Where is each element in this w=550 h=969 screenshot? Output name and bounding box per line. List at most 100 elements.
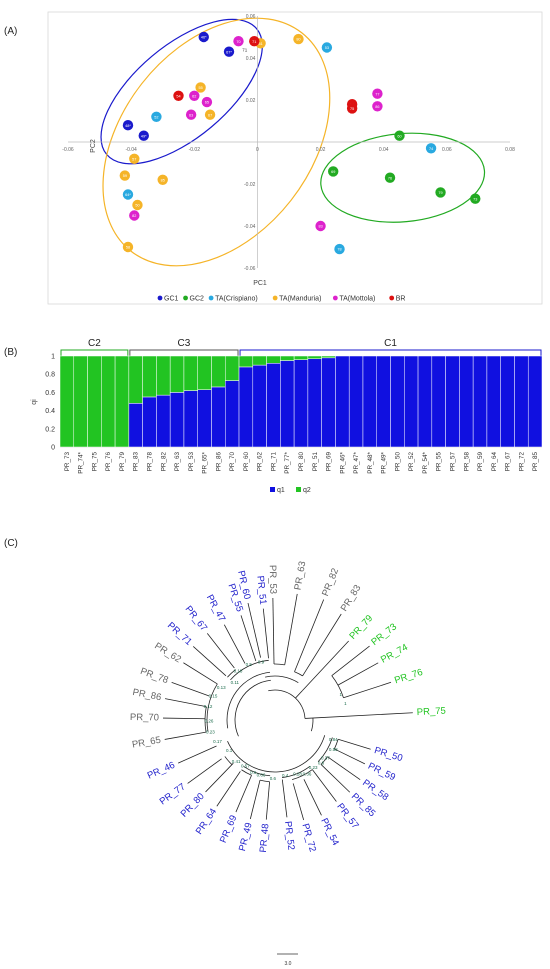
tree-leaf-label: PR_69 xyxy=(218,814,239,845)
bar-segment-q1 xyxy=(280,360,295,448)
pca-point-label: 60 xyxy=(397,134,401,138)
bar-category-label: PR_47* xyxy=(353,451,360,473)
tree-leaf-label: PR_47 xyxy=(204,593,227,624)
bar-segment-q2 xyxy=(211,355,226,388)
tree-support-value: 0.36 xyxy=(303,771,312,776)
tree-support-value: 0.23 xyxy=(206,730,215,735)
tree-leaf-label: PR_82 xyxy=(320,567,341,598)
tree-branch-line xyxy=(281,779,288,818)
pca-point-label: 59 xyxy=(123,174,127,178)
tree-support-value: 0.4 xyxy=(282,773,289,778)
tree-branch-line xyxy=(163,717,206,720)
pca-x-tick-label: -0.06 xyxy=(62,147,74,153)
tree-leaf-label: PR_77 xyxy=(158,781,188,807)
pca-point xyxy=(132,199,143,211)
pca-point xyxy=(129,210,140,221)
bar-category-label: PR_64 xyxy=(491,452,498,472)
tree-branch-line xyxy=(262,608,269,659)
tree-branch-line xyxy=(187,758,222,784)
cluster-bracket xyxy=(129,349,239,356)
tree-support-values: 0.840.580.370.60.230.360.280.40.60.660.6… xyxy=(204,660,348,781)
bar-category-label: PR_72 xyxy=(518,452,525,472)
pca-point xyxy=(315,220,326,232)
bar-segment-q2 xyxy=(238,355,254,368)
pca-point xyxy=(223,46,235,57)
pca-point xyxy=(293,33,304,45)
pca-x-tick-label: 0.08 xyxy=(505,147,515,153)
pca-point-label: 49* xyxy=(141,134,147,138)
pca-legend-marker xyxy=(183,295,188,301)
cluster-bracket xyxy=(60,349,129,356)
bar-segment-q2 xyxy=(252,355,267,366)
panel-label-c: (C) xyxy=(4,538,18,549)
bar-segment-q1 xyxy=(225,380,240,448)
bar-y-tick-label: 0.2 xyxy=(45,426,55,433)
bar-category-label: PR_67 xyxy=(505,452,512,472)
pca-point xyxy=(122,241,134,253)
bar-segment-q1 xyxy=(156,394,171,448)
tree-support-value: 0.58 xyxy=(329,747,338,752)
pca-point xyxy=(435,187,446,198)
bar-segment-q1 xyxy=(362,355,377,448)
bar-y-axis-label: qi xyxy=(31,399,38,405)
bar-segment-q2 xyxy=(293,355,309,360)
bar-segment-q2 xyxy=(87,355,102,448)
bar-legend-marker xyxy=(296,487,301,492)
tree-branch-line xyxy=(235,775,252,813)
tree-branch-line xyxy=(303,779,322,816)
tree-leaf-label: PR_51 xyxy=(254,575,268,605)
tree-branch-arc xyxy=(234,679,271,737)
pca-point xyxy=(321,42,333,53)
tree-branch-line xyxy=(337,738,371,750)
pca-point xyxy=(334,243,345,255)
pca-point-label: 85 xyxy=(161,178,165,182)
tree-leaf-label: PR_70 xyxy=(130,712,159,724)
bar-segment-q1 xyxy=(197,389,212,448)
tree-leaf-label: PR_46 xyxy=(146,760,177,782)
pca-point xyxy=(195,82,206,93)
tree-branch-line xyxy=(292,783,305,821)
tree-support-value: 0.18 xyxy=(234,669,243,674)
cluster-label: C1 xyxy=(384,338,397,349)
tree-support-value: 0.84 xyxy=(329,737,338,742)
pca-annotation: 71 xyxy=(242,48,248,53)
tree-leaf-label: PR_48 xyxy=(258,823,271,853)
pca-legend-marker xyxy=(389,295,395,301)
pca-x-tick-label: -0.04 xyxy=(125,147,137,153)
tree-support-value: 0.26 xyxy=(205,718,214,723)
tree-branch-arc xyxy=(333,739,339,750)
tree-leaf-label: PR_75 xyxy=(417,706,447,719)
panel-label-b: (B) xyxy=(4,347,17,358)
bar-segment-q1 xyxy=(472,355,488,448)
bar-segment-q2 xyxy=(197,355,212,390)
bar-segment-q1 xyxy=(431,355,446,448)
pca-point-label: 53 xyxy=(325,46,329,50)
pca-point xyxy=(198,31,209,43)
tree-branch-arc xyxy=(241,769,252,776)
pca-point-label: 73 xyxy=(473,197,477,201)
tree-branch-line xyxy=(331,645,370,676)
tree-leaf-label: PR_67 xyxy=(183,604,210,634)
bar-category-label: PR_48* xyxy=(367,451,374,473)
bar-category-label: PR_85 xyxy=(532,452,539,472)
tree-branch-line xyxy=(183,662,218,685)
pca-group-ellipses xyxy=(100,17,486,267)
pca-point-label: 52 xyxy=(154,115,158,119)
tree-leaf-label: PR_53 xyxy=(267,565,279,594)
bar-category-label: PR_69 xyxy=(326,452,333,472)
bar-segment-q2 xyxy=(128,355,143,404)
bar-segment-q2 xyxy=(114,355,130,448)
cluster-label: C2 xyxy=(88,338,101,349)
pca-point-label: 55 xyxy=(198,86,202,90)
tree-branch-arc xyxy=(259,779,270,783)
pca-x-tick-label: 0.06 xyxy=(442,147,452,153)
bar-segment-q1 xyxy=(335,355,350,448)
pca-point xyxy=(372,101,383,112)
bar-segment-q1 xyxy=(514,355,529,448)
pca-point xyxy=(470,193,481,204)
pca-point xyxy=(173,90,184,102)
pca-point-label: 67 xyxy=(208,113,212,117)
pca-point-label: 63 xyxy=(189,113,193,117)
tree-branch-line xyxy=(284,593,298,665)
pca-point xyxy=(394,130,405,141)
